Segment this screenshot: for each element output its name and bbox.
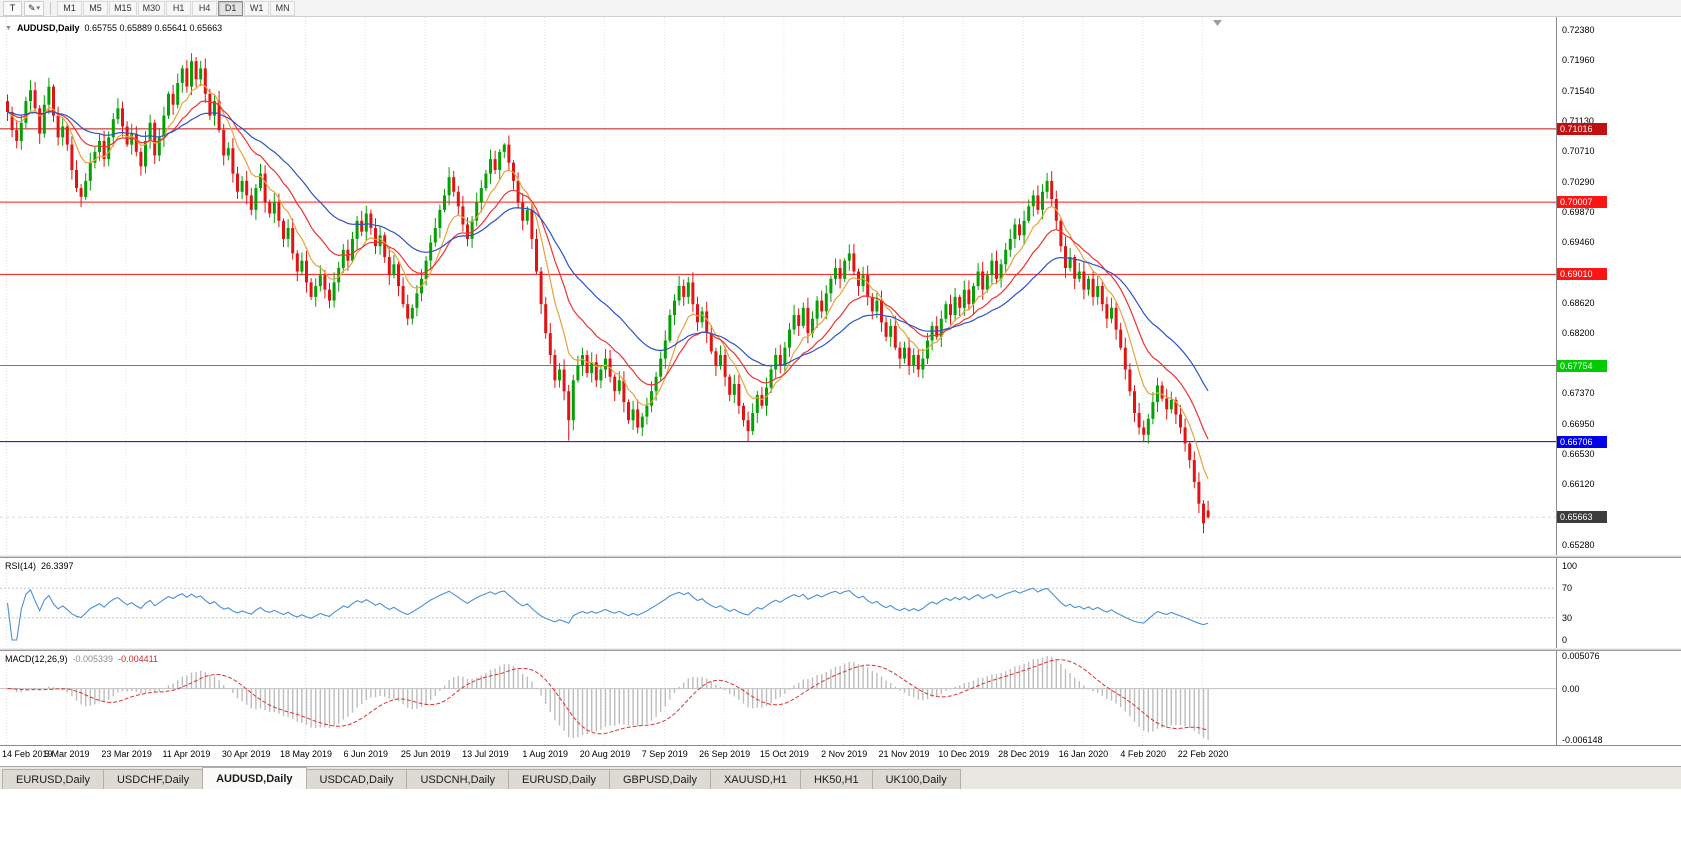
candlestick-chart-svg <box>0 17 1556 555</box>
timeframe-button-mn[interactable]: MN <box>270 0 296 16</box>
macd-main-value: -0.005339 <box>72 654 114 664</box>
macd-name: MACD(12,26,9) <box>5 654 68 664</box>
chart-tab-9-uk100-daily[interactable]: UK100,Daily <box>871 769 961 789</box>
time-axis[interactable] <box>0 745 1681 766</box>
chart-tab-4-usdcnh-daily[interactable]: USDCNH,Daily <box>406 769 510 789</box>
collapse-arrow-icon[interactable]: ▼ <box>5 24 12 32</box>
rsi-indicator-panel[interactable] <box>0 558 1556 648</box>
chart-tab-0-eurusd-daily[interactable]: EURUSD,Daily <box>2 769 104 789</box>
rsi-name: RSI(14) <box>5 561 37 571</box>
chart-title: ▼ AUDUSD,Daily 0.65755 0.65889 0.65641 0… <box>5 23 222 33</box>
toolbar-separator <box>50 1 52 15</box>
macd-signal-value: -0.004411 <box>118 654 158 664</box>
chart-tab-6-gbpusd-daily[interactable]: GBPUSD,Daily <box>609 769 711 789</box>
draw-tool-button[interactable]: ✎ ▾ <box>24 0 45 16</box>
timeframe-button-group: M1 M5 M15 M30 H1 H4 D1 W1 MN <box>57 0 296 16</box>
chart-ohlc-values: 0.65755 0.65889 0.65641 0.65663 <box>84 23 223 33</box>
macd-indicator-panel[interactable] <box>0 651 1556 745</box>
rsi-value: 26.3397 <box>41 561 74 571</box>
top-toolbar: T ✎ ▾ M1 M5 M15 M30 H1 H4 D1 W1 MN <box>0 0 1681 17</box>
chart-tab-bar: EURUSD,Daily USDCHF,Daily AUDUSD,Daily USDC… <box>0 766 1681 789</box>
pen-icon: ✎ <box>28 2 36 13</box>
chart-shift-marker-icon <box>1213 20 1222 26</box>
timeframe-button-d1[interactable]: D1 <box>218 0 244 16</box>
timeframe-button-m5[interactable]: M5 <box>83 0 109 16</box>
chart-tab-7-xauusd-h1[interactable]: XAUUSD,H1 <box>709 769 801 789</box>
chart-tab-5-eurusd-daily[interactable]: EURUSD,Daily <box>508 769 610 789</box>
timeframe-button-w1[interactable]: W1 <box>244 0 270 16</box>
macd-indicator-label: MACD(12,26,9) -0.005339 -0.004411 <box>5 654 158 664</box>
timeframe-button-h4[interactable]: H4 <box>192 0 218 16</box>
price-chart-area[interactable] <box>0 17 1556 555</box>
timeframe-button-m30[interactable]: M30 <box>137 0 166 16</box>
text-tool-button[interactable]: T <box>3 0 22 16</box>
price-axis[interactable] <box>1556 17 1681 745</box>
bottom-empty-area <box>0 789 1681 843</box>
rsi-indicator-label: RSI(14) 26.3397 <box>5 561 74 571</box>
chart-tab-8-hk50-h1[interactable]: HK50,H1 <box>799 769 873 789</box>
timeframe-button-h1[interactable]: H1 <box>166 0 192 16</box>
timeframe-button-m1[interactable]: M1 <box>57 0 83 16</box>
text-tool-label: T <box>9 3 16 13</box>
timeframe-button-m15[interactable]: M15 <box>109 0 137 16</box>
rsi-chart-svg <box>0 558 1556 648</box>
panel-splitter[interactable] <box>0 555 1681 558</box>
chart-tab-2-audusd-daily[interactable]: AUDUSD,Daily <box>202 767 307 789</box>
chart-symbol-label: AUDUSD,Daily <box>16 23 80 33</box>
chevron-down-icon: ▾ <box>36 5 41 12</box>
macd-chart-svg <box>0 651 1556 745</box>
chart-tab-1-usdchf-daily[interactable]: USDCHF,Daily <box>102 769 204 789</box>
panel-splitter[interactable] <box>0 648 1681 651</box>
chart-tab-3-usdcad-daily[interactable]: USDCAD,Daily <box>305 769 408 789</box>
